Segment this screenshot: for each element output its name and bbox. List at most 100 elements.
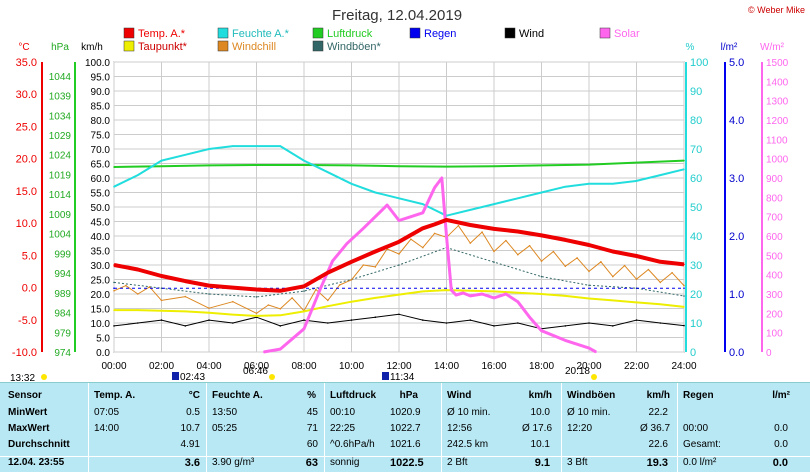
stats-cell-time: 22:25 bbox=[330, 423, 356, 434]
credit-text: © Weber Mike bbox=[748, 5, 805, 15]
stats-cell-value: 1022.5 bbox=[390, 457, 424, 469]
data-point bbox=[398, 165, 400, 167]
data-point bbox=[184, 280, 187, 282]
data-point bbox=[232, 322, 234, 324]
stats-cell-time: ^0.6hPa/h bbox=[330, 439, 375, 450]
chart-title: Freitag, 12.04.2019 bbox=[332, 7, 462, 24]
data-point bbox=[374, 215, 377, 218]
stats-row-label: 12.04. 23:55 bbox=[8, 457, 65, 468]
stats-cell-time: sonnig bbox=[330, 457, 360, 468]
rain-tick-label: 4.0 bbox=[729, 115, 744, 127]
data-point bbox=[410, 215, 412, 218]
data-point bbox=[398, 253, 400, 255]
stats-cell-value: 71 bbox=[306, 423, 318, 434]
data-point bbox=[113, 281, 115, 284]
data-point bbox=[422, 246, 424, 249]
data-point bbox=[327, 322, 329, 324]
data-point bbox=[262, 351, 265, 353]
stats-cell-time: 12:56 bbox=[447, 423, 473, 434]
solar-tick-label: 500 bbox=[766, 251, 783, 262]
data-point bbox=[588, 244, 590, 246]
data-point bbox=[493, 261, 495, 263]
stats-cell-value: 4.91 bbox=[180, 439, 200, 450]
data-point bbox=[398, 293, 400, 296]
data-point bbox=[208, 307, 210, 310]
data-point bbox=[659, 174, 662, 176]
data-point bbox=[493, 165, 495, 167]
pressure-tick-label: 1014 bbox=[49, 190, 72, 201]
wind-tick-label: 70.0 bbox=[91, 145, 111, 156]
stats-cell-time: 3.90 g/m³ bbox=[212, 457, 255, 468]
data-point bbox=[659, 281, 662, 284]
rain-tick-label: 0.0 bbox=[729, 347, 744, 359]
wind-tick-label: 95.0 bbox=[91, 73, 111, 84]
solar-tick-label: 900 bbox=[766, 174, 783, 185]
wind-tick-label: 45.0 bbox=[91, 218, 111, 229]
stats-column-divider bbox=[441, 383, 442, 472]
stats-cell-value: Ø 36.7 bbox=[640, 423, 671, 434]
statistics-panel: Sensor Temp. A. °C Feuchte A.% Luftdruck hPa W… bbox=[0, 382, 810, 472]
temp-tick-label: -5.0 bbox=[18, 315, 37, 327]
data-point bbox=[350, 279, 353, 281]
x-tick-label: 18:00 bbox=[529, 361, 554, 372]
stats-cell-value: 9.1 bbox=[534, 457, 550, 469]
data-point bbox=[469, 224, 472, 226]
stats-row-label: MaxWert bbox=[8, 423, 50, 434]
data-point bbox=[433, 186, 436, 189]
sun-marker-icon bbox=[269, 374, 275, 380]
data-point bbox=[279, 325, 282, 327]
temp-tick-label: 25.0 bbox=[16, 121, 37, 133]
data-point bbox=[279, 145, 282, 147]
stats-cell-value: 63 bbox=[305, 457, 318, 469]
data-point bbox=[374, 316, 377, 319]
pressure-tick-label: 994 bbox=[54, 269, 71, 280]
stats-cell-value: 1020.9 bbox=[390, 407, 421, 418]
solar-tick-label: 400 bbox=[766, 271, 783, 282]
data-point bbox=[517, 230, 519, 233]
data-point bbox=[600, 261, 602, 263]
legend-swatch bbox=[312, 27, 324, 39]
x-tick-label: 08:00 bbox=[291, 361, 316, 372]
data-point bbox=[255, 312, 258, 315]
data-point bbox=[540, 234, 543, 237]
data-point bbox=[528, 316, 531, 319]
stats-cell-value: 10.1 bbox=[530, 439, 550, 450]
data-point bbox=[327, 271, 329, 274]
stats-cell-time: Ø 10 min. bbox=[447, 407, 491, 418]
data-point bbox=[350, 300, 353, 303]
data-point bbox=[160, 299, 163, 302]
data-point bbox=[517, 291, 519, 294]
data-point bbox=[455, 294, 457, 296]
data-point bbox=[564, 265, 567, 268]
data-point bbox=[540, 329, 543, 332]
data-point bbox=[279, 314, 282, 317]
data-point bbox=[137, 174, 139, 176]
data-point bbox=[595, 351, 597, 353]
stats-cell-time: 0.0 l/m² bbox=[683, 457, 717, 468]
stats-cell-value: 22.2 bbox=[648, 407, 668, 418]
data-point bbox=[659, 322, 662, 324]
x-tick-label: 00:00 bbox=[101, 361, 126, 372]
temp-tick-label: 0.0 bbox=[22, 283, 37, 295]
data-point bbox=[113, 290, 115, 292]
data-point bbox=[232, 313, 234, 316]
stats-cell-value: 3.6 bbox=[184, 457, 200, 469]
data-point bbox=[659, 261, 662, 263]
solar-tick-label: 1500 bbox=[766, 58, 789, 69]
pressure-axis-unit: hPa bbox=[51, 42, 69, 53]
wind-tick-label: 80.0 bbox=[91, 116, 111, 127]
solar-tick-label: 300 bbox=[766, 290, 783, 301]
data-point bbox=[113, 185, 115, 188]
x-tick-label: 12:00 bbox=[386, 361, 411, 372]
temp-tick-label: 15.0 bbox=[16, 186, 37, 198]
data-point bbox=[303, 164, 305, 166]
data-point bbox=[137, 268, 139, 271]
humidity-tick-label: 20 bbox=[690, 289, 702, 301]
data-point bbox=[540, 260, 543, 262]
data-point bbox=[505, 293, 507, 295]
data-point bbox=[422, 203, 424, 205]
humidity-tick-label: 30 bbox=[690, 260, 702, 272]
legend-swatch bbox=[123, 40, 135, 52]
wind-tick-label: 25.0 bbox=[91, 276, 111, 287]
data-point bbox=[137, 309, 139, 311]
